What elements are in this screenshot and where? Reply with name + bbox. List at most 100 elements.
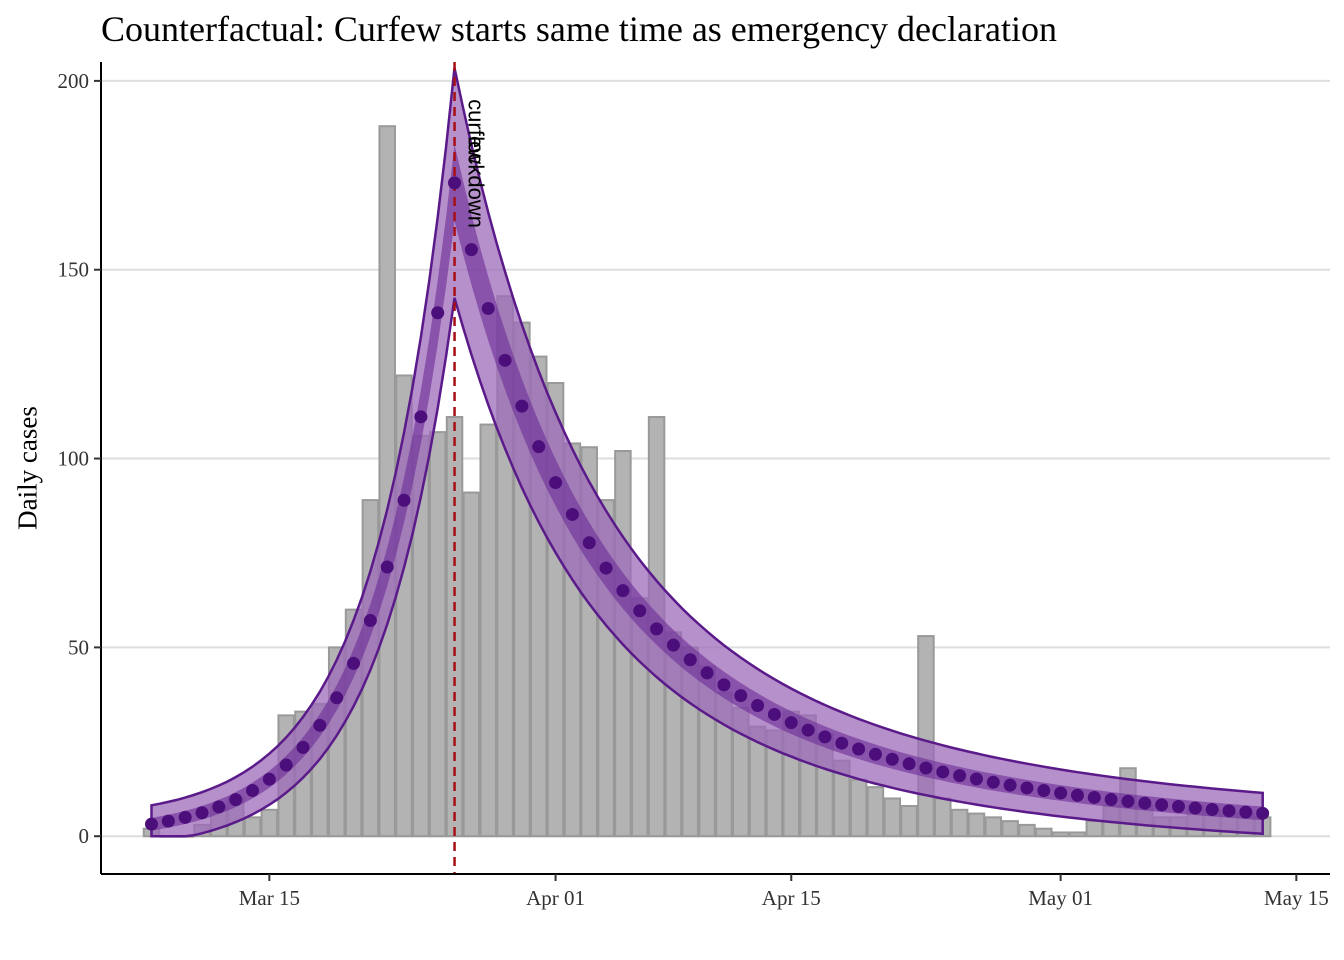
fit-point xyxy=(1003,778,1017,792)
case-bar xyxy=(1035,827,1053,838)
fit-point xyxy=(363,614,377,628)
fit-point xyxy=(195,806,209,820)
fit-point xyxy=(902,757,916,771)
fit-point xyxy=(633,604,647,618)
case-bar xyxy=(883,797,902,838)
fit-point xyxy=(549,476,563,490)
fit-point xyxy=(515,399,529,413)
case-bar xyxy=(917,635,935,838)
fit-point xyxy=(347,656,361,670)
fit-point xyxy=(1138,796,1152,810)
fit-point xyxy=(330,691,344,705)
case-bar xyxy=(849,778,868,838)
fit-point xyxy=(1070,788,1084,802)
x-tick-label: May 15 xyxy=(1264,886,1329,910)
fit-point xyxy=(313,718,327,732)
fit-point xyxy=(1155,798,1169,812)
fit-point xyxy=(1104,792,1118,806)
case-bar xyxy=(1068,831,1087,838)
fit-point xyxy=(650,622,664,636)
fit-point xyxy=(380,560,394,574)
fit-point xyxy=(1222,804,1236,818)
fit-point xyxy=(852,742,866,756)
fit-point xyxy=(751,698,765,712)
fit-point xyxy=(145,817,159,831)
fit-point xyxy=(582,536,596,550)
case-bar xyxy=(1051,831,1070,838)
x-tick-label: Mar 15 xyxy=(239,886,300,910)
fit-point xyxy=(1171,800,1185,814)
case-bar xyxy=(243,816,262,838)
case-bar xyxy=(479,423,497,838)
fit-point xyxy=(279,758,293,772)
fit-point xyxy=(919,761,933,775)
x-tick-label: May 01 xyxy=(1028,886,1093,910)
fit-point xyxy=(1256,806,1270,820)
fit-point xyxy=(969,772,983,786)
fit-point xyxy=(835,736,849,750)
case-bar xyxy=(934,797,952,838)
fit-point xyxy=(1188,801,1202,815)
fit-band xyxy=(150,67,1264,838)
fit-point xyxy=(397,493,411,507)
fit-point xyxy=(212,800,226,814)
fit-point xyxy=(1239,805,1253,819)
case-bar xyxy=(1001,820,1019,838)
fit-point xyxy=(953,769,967,783)
axes: 0 50 100 150 200 Mar 15 Apr 01 Apr 15 May 01 May … xyxy=(58,62,1330,910)
case-bar xyxy=(984,816,1003,838)
fit-point xyxy=(178,810,192,824)
y-tick-label: 150 xyxy=(58,258,90,282)
fit-point xyxy=(767,707,781,721)
y-tick-label: 100 xyxy=(58,447,90,471)
fit-point xyxy=(1087,790,1101,804)
case-bar xyxy=(428,431,447,838)
case-bar xyxy=(866,786,885,838)
fit-point xyxy=(565,507,579,521)
case-bar xyxy=(260,808,279,838)
fit-point xyxy=(414,410,428,424)
fit-points xyxy=(145,176,1270,831)
fit-point xyxy=(599,561,613,575)
fit-point xyxy=(801,723,815,737)
fit-point xyxy=(868,747,882,761)
case-bar xyxy=(1018,823,1036,838)
fit-point xyxy=(481,301,495,315)
fit-point xyxy=(1020,781,1034,795)
y-tick-label: 200 xyxy=(58,69,90,93)
fit-point xyxy=(1205,802,1219,816)
fit-point xyxy=(1037,784,1051,798)
fit-point xyxy=(448,176,462,190)
y-tick-label: 50 xyxy=(68,635,89,659)
case-bar xyxy=(445,416,464,838)
fit-point xyxy=(161,814,175,828)
y-tick-label: 0 xyxy=(79,824,90,848)
fit-point xyxy=(464,243,478,257)
case-bar xyxy=(1085,820,1104,838)
case-bar xyxy=(967,812,986,838)
event-label-lockdown: lockdown xyxy=(464,136,489,228)
fit-point xyxy=(262,772,276,786)
event-label-curfew: curfew xyxy=(464,99,489,164)
fit-point xyxy=(229,793,243,807)
fit-point xyxy=(1054,786,1068,800)
case-bar xyxy=(950,808,969,838)
fit-point xyxy=(885,752,899,766)
fit-point xyxy=(532,440,546,454)
fit-point xyxy=(717,678,731,692)
fit-point xyxy=(616,584,630,598)
x-tick-label: Apr 01 xyxy=(526,886,585,910)
fit-point xyxy=(296,740,310,754)
fit-point xyxy=(683,653,697,667)
fit-point xyxy=(936,765,950,779)
fit-point xyxy=(700,666,714,680)
fit-point xyxy=(246,784,260,798)
fit-point xyxy=(784,716,798,730)
fit-point xyxy=(818,730,832,744)
fit-point xyxy=(431,306,445,320)
fit-point xyxy=(666,638,680,652)
case-bar xyxy=(462,491,481,838)
fit-point xyxy=(1121,794,1135,808)
